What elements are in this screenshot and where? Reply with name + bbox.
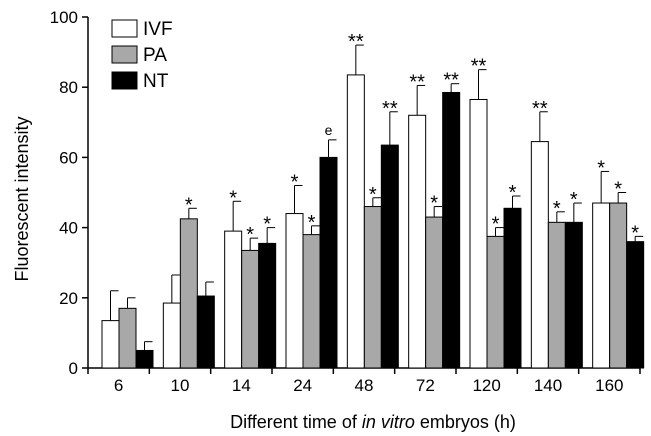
bar-nt-48 (380, 144, 399, 369)
legend-swatch-nt (111, 71, 138, 90)
bar-ivf-14 (224, 230, 243, 369)
significance-label: ** (532, 98, 548, 120)
bar-nt-120 (503, 207, 522, 369)
significance-label: e (325, 122, 333, 138)
significance-label: * (597, 157, 605, 179)
bar-ivf-10 (162, 302, 181, 369)
significance-label: * (614, 179, 622, 201)
significance-label: * (570, 189, 578, 211)
bar-pa-14 (241, 249, 260, 369)
y-tick-label: 80 (59, 78, 78, 97)
bar-nt-72 (442, 91, 461, 369)
bar-pa-6 (118, 307, 137, 369)
x-axis-title-prefix: Different time of (230, 412, 362, 432)
significance-label: * (291, 171, 299, 193)
x-tick-label: 140 (534, 376, 562, 395)
bar-nt-160 (626, 241, 645, 369)
bar-pa-120 (486, 235, 505, 369)
legend-swatch-pa (111, 45, 138, 64)
error-bars (110, 44, 644, 351)
significance-label: * (509, 182, 517, 204)
x-tick-label: 72 (416, 376, 435, 395)
y-tick-label: 0 (69, 359, 78, 378)
significance-label: * (369, 184, 377, 206)
legend-label: NT (143, 71, 169, 92)
bar-pa-48 (363, 206, 382, 369)
x-tick-label: 24 (293, 376, 312, 395)
bar-nt-140 (564, 221, 583, 369)
significance-label: * (185, 194, 193, 216)
significance-label: ** (382, 98, 398, 120)
x-tick-label: 10 (171, 376, 190, 395)
significance-label: ** (409, 71, 425, 93)
x-axis-title: Different time of in vitro embryos (h) (230, 412, 516, 432)
axes: 0 20 40 60 80 100 6 10 14 24 48 72 120 140 160 (50, 8, 641, 395)
x-tick-label: 14 (232, 376, 251, 395)
significance-label: * (263, 214, 271, 236)
significance-label: ** (443, 70, 459, 92)
significance-label: ** (348, 31, 364, 53)
x-axis-title-italic: in vitro (362, 412, 415, 432)
significance-label: ** (471, 56, 487, 78)
legend-label: PA (143, 45, 167, 66)
bar-pa-10 (179, 218, 198, 369)
bars (101, 74, 645, 369)
significance-label: * (553, 198, 561, 220)
bar-ivf-160 (592, 202, 611, 369)
y-tick-label: 100 (50, 8, 78, 27)
x-tick-label: 6 (114, 376, 123, 395)
x-tick-label: 48 (355, 376, 374, 395)
legend-swatch-ivf (111, 19, 138, 38)
significance-label: * (246, 224, 254, 246)
bar-ivf-120 (469, 98, 488, 369)
bar-ivf-48 (346, 74, 365, 369)
legend-label: IVF (143, 19, 173, 40)
x-tick-label: 120 (472, 376, 500, 395)
bar-ivf-6 (101, 320, 120, 369)
x-tick-label: 160 (595, 376, 623, 395)
significance-label: * (631, 222, 639, 244)
significance-label: * (229, 187, 237, 209)
significance-labels: *************** *****e***** ** (185, 31, 639, 246)
bar-nt-6 (135, 349, 154, 369)
bar-pa-160 (609, 202, 628, 369)
bar-pa-72 (425, 216, 444, 369)
bar-ivf-24 (285, 213, 304, 369)
significance-label: * (308, 212, 316, 234)
bar-nt-10 (196, 295, 215, 369)
bar-pa-140 (547, 221, 566, 369)
significance-label: * (492, 214, 500, 236)
y-tick-label: 40 (59, 219, 78, 238)
bar-nt-14 (258, 242, 277, 369)
legend: IVF PA NT (111, 19, 173, 92)
bar-ivf-140 (530, 141, 549, 369)
bar-nt-24 (319, 156, 338, 369)
significance-label: * (430, 193, 438, 215)
x-axis-title-suffix: embryos (h) (415, 412, 516, 432)
bar-ivf-72 (408, 114, 427, 369)
y-axis-title: Fluorescent intensity (12, 116, 32, 281)
y-tick-label: 60 (59, 148, 78, 167)
bar-pa-24 (302, 234, 321, 369)
y-tick-label: 20 (59, 289, 78, 308)
